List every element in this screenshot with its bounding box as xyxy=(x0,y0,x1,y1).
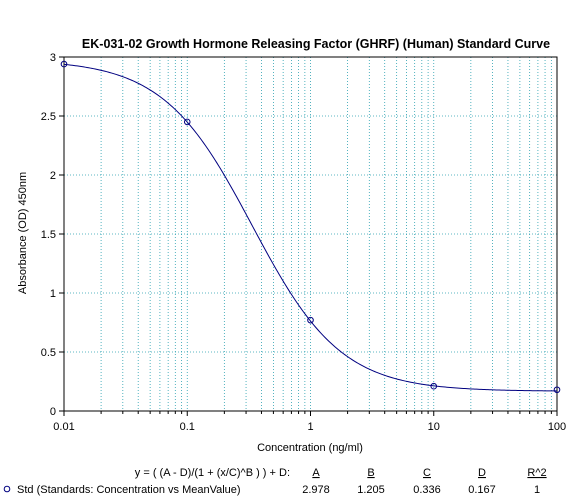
fit-value: 0.167 xyxy=(468,484,496,496)
data-point xyxy=(307,316,314,324)
y-tick-label: 1.5 xyxy=(41,229,56,241)
fit-parameter-headers: A B C D R^2 xyxy=(312,467,546,479)
fit-header-r2: R^2 xyxy=(527,467,546,479)
fit-value: 1.205 xyxy=(357,484,385,496)
fit-curve xyxy=(63,63,558,392)
x-axis-label: Concentration (ng/ml) xyxy=(257,442,363,454)
data-point xyxy=(553,386,561,394)
y-tick-label: 1 xyxy=(50,288,56,300)
x-tick-label: 0.01 xyxy=(53,421,74,433)
y-axis-ticks: 0 0.5 1 1.5 2 2.5 3 xyxy=(41,52,64,418)
y-axis-label: Absorbance (OD) 450nm xyxy=(17,172,29,294)
fit-value: 1 xyxy=(534,484,540,496)
fit-header-c: C xyxy=(423,467,431,479)
data-point xyxy=(183,118,191,126)
legend-series-label: Std (Standards: Concentration vs MeanVal… xyxy=(17,484,241,496)
chart-title: EK-031-02 Growth Hormone Releasing Facto… xyxy=(82,37,550,51)
x-tick-label: 100 xyxy=(548,421,566,433)
data-point xyxy=(430,382,438,390)
fit-value: 0.336 xyxy=(413,484,441,496)
fit-equation: y = ( (A - D)/(1 + (x/C)^B ) ) + D: xyxy=(135,467,290,479)
fit-header-d: D xyxy=(478,467,486,479)
fit-value: 2.978 xyxy=(302,484,330,496)
y-tick-label: 3 xyxy=(50,52,56,64)
y-tick-label: 2.5 xyxy=(41,111,56,123)
x-tick-label: 1 xyxy=(307,421,313,433)
x-tick-label: 10 xyxy=(428,421,440,433)
y-tick-label: 2 xyxy=(50,170,56,182)
x-tick-label: 0.1 xyxy=(180,421,195,433)
grid-lines xyxy=(64,57,557,411)
fit-parameter-values: 2.978 1.205 0.336 0.167 1 xyxy=(302,484,540,496)
fit-header-b: B xyxy=(367,467,374,479)
x-axis-ticks: 0.01 0.1 1 10 100 xyxy=(53,411,566,433)
y-tick-label: 0 xyxy=(50,406,56,418)
data-points xyxy=(60,60,561,394)
data-point xyxy=(60,60,68,68)
legend-marker xyxy=(3,485,11,493)
y-tick-label: 0.5 xyxy=(41,347,56,359)
fit-header-a: A xyxy=(312,467,320,479)
